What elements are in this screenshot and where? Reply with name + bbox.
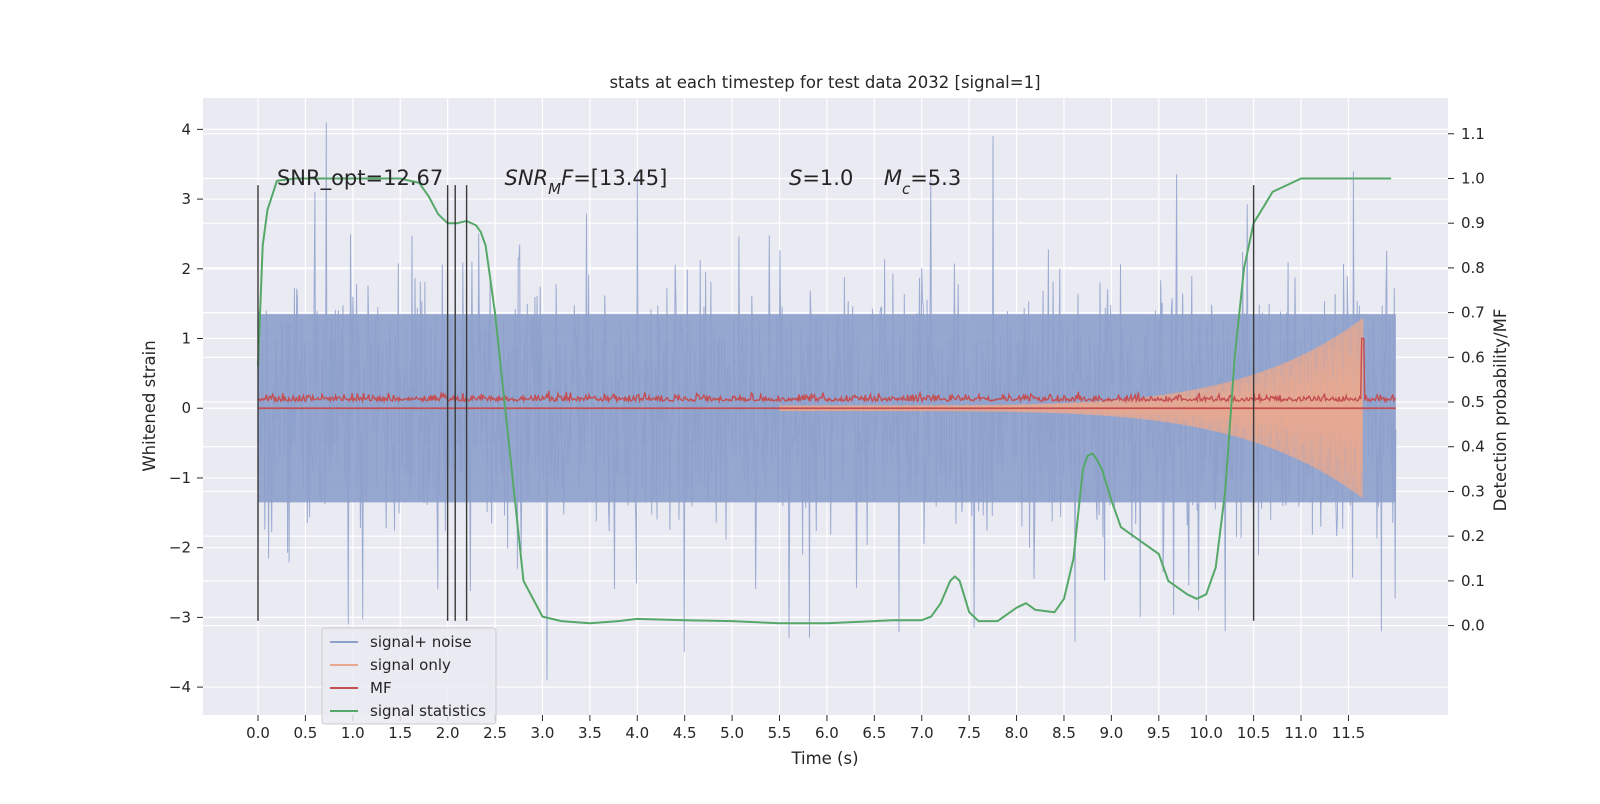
y-tick-label: −4	[169, 678, 191, 696]
x-tick-label: 2.5	[483, 724, 507, 742]
y-right-tick-label: 0.2	[1461, 527, 1485, 545]
y-right-tick-label: 0.9	[1461, 214, 1485, 232]
axes-layer: 0.0 0.5 1.0 1.5 2.0 2.5 3.0 3.5 4.0 4.5 5.0 5.5 6.0 6…	[169, 120, 1485, 742]
x-tick-label: 4.0	[625, 724, 649, 742]
annotation-2: SNRMF=[13.45]	[505, 166, 668, 198]
x-tick-label: 5.0	[720, 724, 744, 742]
y-tick-label: 4	[181, 120, 191, 138]
legend-label: signal only	[370, 656, 451, 674]
x-tick-label: 1.5	[388, 724, 412, 742]
x-tick-label: 9.0	[1099, 724, 1123, 742]
x-tick-label: 7.0	[910, 724, 934, 742]
legend-label: signal statistics	[370, 702, 486, 720]
x-tick-label: 10.5	[1237, 724, 1270, 742]
legend-label: signal+ noise	[370, 633, 472, 651]
vertical-markers	[257, 185, 1255, 621]
y-right-tick-label: 0.8	[1461, 259, 1485, 277]
x-tick-label: 5.5	[768, 724, 792, 742]
y-right-tick-label: 0.0	[1461, 617, 1485, 635]
x-tick-label: 10.0	[1190, 724, 1223, 742]
annotation-1: SNR_opt=12.67	[277, 166, 443, 191]
y-right-tick-label: 1.0	[1461, 169, 1485, 187]
y-axis-right-label: Detection probability/MF	[1491, 309, 1510, 512]
x-axis-label: Time (s)	[790, 749, 858, 768]
y-tick-label: −3	[169, 608, 191, 626]
y-tick-label: 2	[181, 260, 191, 278]
y-right-tick-label: 0.3	[1461, 482, 1485, 500]
legend-label: MF	[370, 679, 392, 697]
signal-statistics-series	[257, 177, 1392, 625]
y-right-tick-label: 0.7	[1461, 304, 1485, 322]
x-tick-label: 3.5	[578, 724, 602, 742]
legend: signal+ noise signal only MF signal statist…	[321, 627, 497, 725]
x-tick-label: 8.5	[1052, 724, 1076, 742]
chart-title: stats at each timestep for test data 203…	[609, 73, 1040, 92]
y-right-tick-label: 0.6	[1461, 348, 1485, 366]
x-tick-label: 1.0	[341, 724, 365, 742]
y-tick-label: −2	[169, 539, 191, 557]
y-tick-label: −1	[169, 469, 191, 487]
annotation-3: S=1.0	[789, 166, 853, 190]
y-tick-label: 0	[181, 399, 191, 417]
x-tick-label: 0.5	[293, 724, 317, 742]
x-tick-label: 3.0	[531, 724, 555, 742]
x-tick-label: 11.5	[1332, 724, 1365, 742]
y-tick-label: 3	[181, 190, 191, 208]
x-tick-label: 6.5	[862, 724, 886, 742]
y-right-tick-label: 0.5	[1461, 393, 1485, 411]
y-right-tick-label: 0.1	[1461, 572, 1485, 590]
x-tick-label: 11.0	[1284, 724, 1317, 742]
x-tick-label: 0.0	[246, 724, 270, 742]
annotation-4: Mc=5.3	[884, 166, 961, 198]
annotations: SNR_opt=12.67 SNRMF=[13.45] S=1.0 Mc=5.3	[277, 166, 961, 198]
x-tick-label: 6.0	[815, 724, 839, 742]
y-right-tick-label: 0.4	[1461, 438, 1485, 456]
x-tick-label: 8.0	[1005, 724, 1029, 742]
y-tick-label: 1	[181, 330, 191, 348]
x-tick-label: 4.5	[673, 724, 697, 742]
legend-box	[321, 627, 497, 725]
x-tick-label: 7.5	[957, 724, 981, 742]
x-tick-label: 2.0	[436, 724, 460, 742]
x-tick-label: 9.5	[1147, 724, 1171, 742]
y-right-tick-label: 1.1	[1461, 125, 1485, 143]
y-axis-label: Whitened strain	[140, 340, 159, 471]
